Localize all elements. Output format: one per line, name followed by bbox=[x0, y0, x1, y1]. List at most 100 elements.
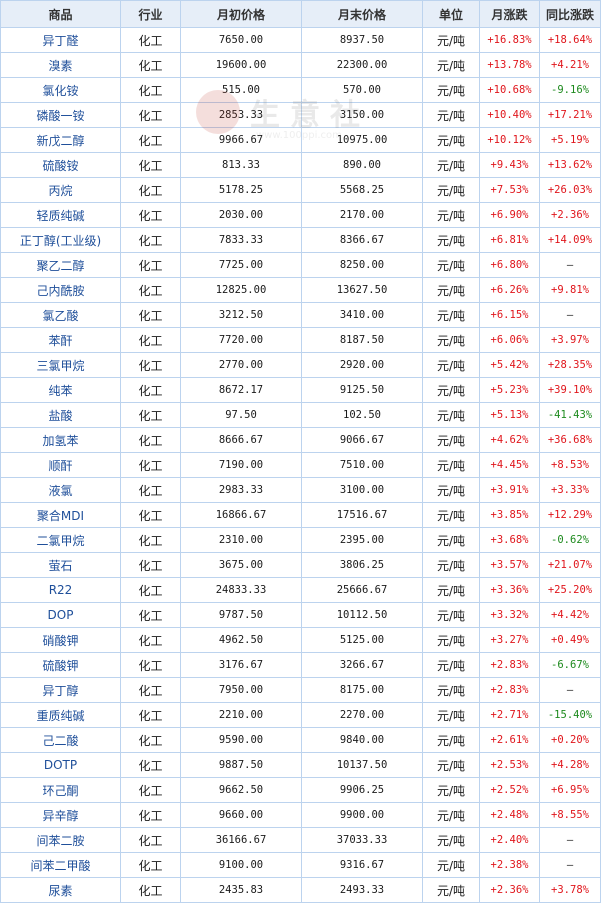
monthly-change-cell: +4.62% bbox=[479, 427, 540, 453]
table-row: 重质纯碱 化工 2210.00 2270.00 元/吨 +2.71% -15.40% bbox=[0, 702, 601, 728]
start-price-cell: 515.00 bbox=[180, 77, 302, 103]
start-price-cell: 2310.00 bbox=[180, 527, 302, 553]
industry-cell: 化工 bbox=[120, 827, 181, 853]
commodity-name[interactable]: 己二酸 bbox=[0, 727, 121, 753]
industry-cell: 化工 bbox=[120, 277, 181, 303]
industry-cell: 化工 bbox=[120, 327, 181, 353]
table-row: 氯化铵 化工 515.00 570.00 元/吨 +10.68% -9.16% bbox=[0, 77, 601, 103]
commodity-name[interactable]: 间苯二胺 bbox=[0, 827, 121, 853]
unit-cell: 元/吨 bbox=[422, 652, 480, 678]
commodity-name[interactable]: 聚合MDI bbox=[0, 502, 121, 528]
commodity-name[interactable]: 氯化铵 bbox=[0, 77, 121, 103]
commodity-name[interactable]: 正丁醇(工业级) bbox=[0, 227, 121, 253]
end-price-cell: 3266.67 bbox=[301, 652, 423, 678]
table-header-row: 商品 行业 月初价格 月末价格 单位 月涨跌 同比涨跌 bbox=[0, 0, 601, 28]
industry-cell: 化工 bbox=[120, 202, 181, 228]
industry-cell: 化工 bbox=[120, 577, 181, 603]
commodity-name[interactable]: DOP bbox=[0, 602, 121, 628]
commodity-name[interactable]: 纯苯 bbox=[0, 377, 121, 403]
industry-cell: 化工 bbox=[120, 602, 181, 628]
commodity-name[interactable]: 三氯甲烷 bbox=[0, 352, 121, 378]
commodity-name[interactable]: 丙烷 bbox=[0, 177, 121, 203]
unit-cell: 元/吨 bbox=[422, 227, 480, 253]
unit-cell: 元/吨 bbox=[422, 552, 480, 578]
start-price-cell: 9590.00 bbox=[180, 727, 302, 753]
commodity-name[interactable]: 氯乙酸 bbox=[0, 302, 121, 328]
end-price-cell: 9906.25 bbox=[301, 777, 423, 803]
unit-cell: 元/吨 bbox=[422, 377, 480, 403]
table-row: 己二酸 化工 9590.00 9840.00 元/吨 +2.61% +0.20% bbox=[0, 727, 601, 753]
end-price-cell: 2493.33 bbox=[301, 877, 423, 903]
yoy-change-cell: +9.81% bbox=[539, 277, 601, 303]
table-row: 正丁醇(工业级) 化工 7833.33 8366.67 元/吨 +6.81% +14.09% bbox=[0, 227, 601, 253]
unit-cell: 元/吨 bbox=[422, 77, 480, 103]
commodity-name[interactable]: 异丁醛 bbox=[0, 27, 121, 53]
commodity-name[interactable]: 顺酐 bbox=[0, 452, 121, 478]
monthly-change-cell: +2.36% bbox=[479, 877, 540, 903]
unit-cell: 元/吨 bbox=[422, 452, 480, 478]
yoy-change-cell: +5.19% bbox=[539, 127, 601, 153]
commodity-name[interactable]: 液氯 bbox=[0, 477, 121, 503]
end-price-cell: 9066.67 bbox=[301, 427, 423, 453]
end-price-cell: 9900.00 bbox=[301, 802, 423, 828]
table-row: 异辛醇 化工 9660.00 9900.00 元/吨 +2.48% +8.55% bbox=[0, 802, 601, 828]
monthly-change-cell: +5.23% bbox=[479, 377, 540, 403]
start-price-cell: 5178.25 bbox=[180, 177, 302, 203]
industry-cell: 化工 bbox=[120, 77, 181, 103]
yoy-change-cell: -15.40% bbox=[539, 702, 601, 728]
commodity-name[interactable]: 二氯甲烷 bbox=[0, 527, 121, 553]
end-price-cell: 890.00 bbox=[301, 152, 423, 178]
monthly-change-cell: +6.15% bbox=[479, 302, 540, 328]
commodity-name[interactable]: 萤石 bbox=[0, 552, 121, 578]
monthly-change-cell: +2.83% bbox=[479, 677, 540, 703]
yoy-change-cell: +36.68% bbox=[539, 427, 601, 453]
start-price-cell: 36166.67 bbox=[180, 827, 302, 853]
commodity-name[interactable]: 新戊二醇 bbox=[0, 127, 121, 153]
commodity-name[interactable]: 硝酸钾 bbox=[0, 627, 121, 653]
commodity-name[interactable]: 重质纯碱 bbox=[0, 702, 121, 728]
commodity-name[interactable]: 硫酸铵 bbox=[0, 152, 121, 178]
start-price-cell: 2770.00 bbox=[180, 352, 302, 378]
table-row: 聚合MDI 化工 16866.67 17516.67 元/吨 +3.85% +12.29% bbox=[0, 502, 601, 528]
unit-cell: 元/吨 bbox=[422, 52, 480, 78]
commodity-name[interactable]: 苯酐 bbox=[0, 327, 121, 353]
end-price-cell: 13627.50 bbox=[301, 277, 423, 303]
industry-cell: 化工 bbox=[120, 777, 181, 803]
monthly-change-cell: +10.12% bbox=[479, 127, 540, 153]
yoy-change-cell: — bbox=[539, 302, 601, 328]
start-price-cell: 9887.50 bbox=[180, 752, 302, 778]
table-row: 间苯二甲酸 化工 9100.00 9316.67 元/吨 +2.38% — bbox=[0, 852, 601, 878]
industry-cell: 化工 bbox=[120, 127, 181, 153]
commodity-name[interactable]: 盐酸 bbox=[0, 402, 121, 428]
commodity-name[interactable]: 异辛醇 bbox=[0, 802, 121, 828]
unit-cell: 元/吨 bbox=[422, 852, 480, 878]
header-yoy-change: 同比涨跌 bbox=[539, 0, 601, 28]
commodity-name[interactable]: 聚乙二醇 bbox=[0, 252, 121, 278]
commodity-name[interactable]: 轻质纯碱 bbox=[0, 202, 121, 228]
yoy-change-cell: +4.21% bbox=[539, 52, 601, 78]
commodity-name[interactable]: 磷酸一铵 bbox=[0, 102, 121, 128]
commodity-name[interactable]: DOTP bbox=[0, 752, 121, 778]
table-row: R22 化工 24833.33 25666.67 元/吨 +3.36% +25.20% bbox=[0, 577, 601, 603]
yoy-change-cell: -6.67% bbox=[539, 652, 601, 678]
commodity-name[interactable]: 加氢苯 bbox=[0, 427, 121, 453]
unit-cell: 元/吨 bbox=[422, 427, 480, 453]
unit-cell: 元/吨 bbox=[422, 602, 480, 628]
commodity-name[interactable]: 溴素 bbox=[0, 52, 121, 78]
unit-cell: 元/吨 bbox=[422, 727, 480, 753]
commodity-name[interactable]: 己内酰胺 bbox=[0, 277, 121, 303]
commodity-name[interactable]: 硫酸钾 bbox=[0, 652, 121, 678]
commodity-name[interactable]: 异丁醇 bbox=[0, 677, 121, 703]
industry-cell: 化工 bbox=[120, 627, 181, 653]
industry-cell: 化工 bbox=[120, 677, 181, 703]
end-price-cell: 10112.50 bbox=[301, 602, 423, 628]
commodity-name[interactable]: 环己酮 bbox=[0, 777, 121, 803]
commodity-name[interactable]: R22 bbox=[0, 577, 121, 603]
commodity-name[interactable]: 尿素 bbox=[0, 877, 121, 903]
industry-cell: 化工 bbox=[120, 152, 181, 178]
commodity-name[interactable]: 间苯二甲酸 bbox=[0, 852, 121, 878]
end-price-cell: 8366.67 bbox=[301, 227, 423, 253]
yoy-change-cell: +25.20% bbox=[539, 577, 601, 603]
industry-cell: 化工 bbox=[120, 852, 181, 878]
